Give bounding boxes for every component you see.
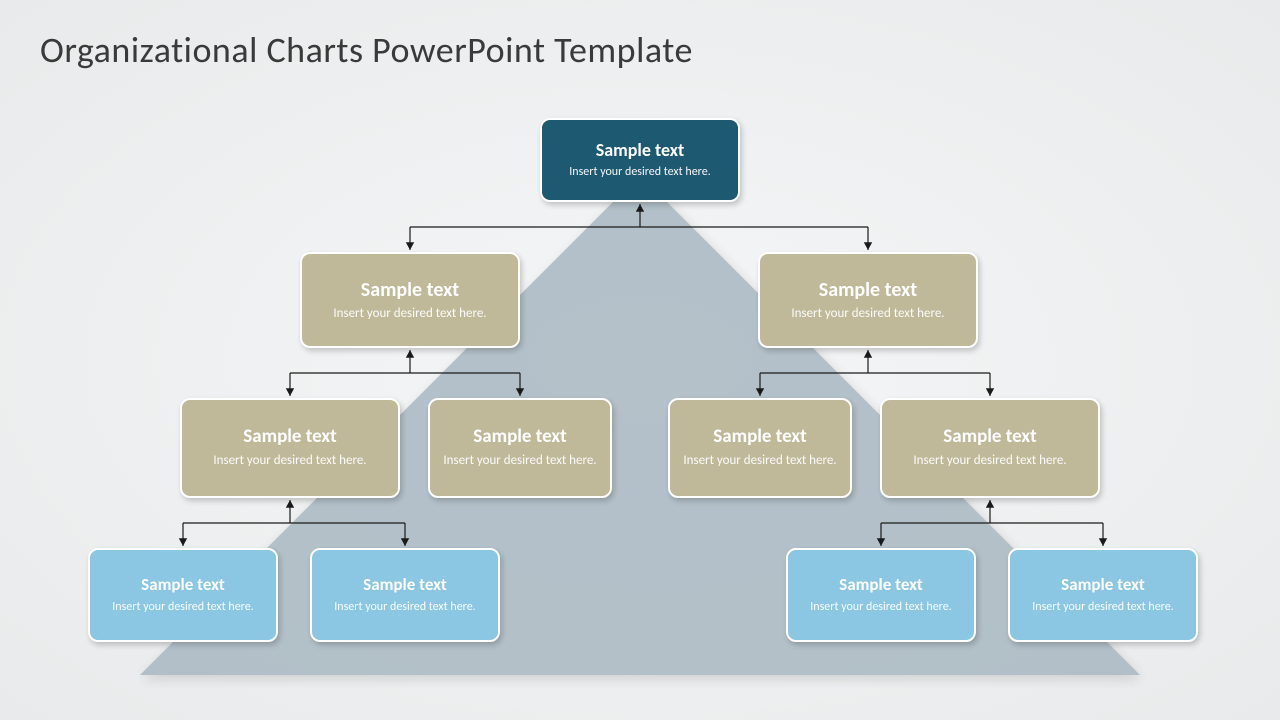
org-node-title: Sample text: [1061, 575, 1145, 595]
org-node-subtitle: Insert your desired text here.: [112, 600, 253, 615]
org-node-n10: Sample text Insert your desired text here…: [1008, 548, 1198, 642]
org-node-title: Sample text: [473, 426, 566, 449]
org-node-subtitle: Insert your desired text here.: [683, 453, 836, 469]
org-node-title: Sample text: [243, 426, 336, 449]
org-node-title: Sample text: [363, 575, 447, 595]
org-node-title: Sample text: [839, 575, 923, 595]
org-node-title: Sample text: [141, 575, 225, 595]
org-node-n9: Sample text Insert your desired text here…: [786, 548, 976, 642]
org-node-title: Sample text: [713, 426, 806, 449]
org-node-subtitle: Insert your desired text here.: [810, 600, 951, 615]
org-node-title: Sample text: [596, 140, 685, 162]
org-node-subtitle: Insert your desired text here.: [213, 453, 366, 469]
org-node-title: Sample text: [819, 278, 917, 302]
org-node-n3: Sample text Insert your desired text here…: [180, 398, 400, 498]
org-node-subtitle: Insert your desired text here.: [1032, 600, 1173, 615]
org-node-n2: Sample text Insert your desired text here…: [758, 252, 978, 348]
org-node-subtitle: Insert your desired text here.: [569, 165, 710, 180]
org-node-n1: Sample text Insert your desired text here…: [300, 252, 520, 348]
org-node-n7: Sample text Insert your desired text here…: [88, 548, 278, 642]
org-node-n5: Sample text Insert your desired text here…: [668, 398, 852, 498]
org-node-subtitle: Insert your desired text here.: [334, 600, 475, 615]
org-node-subtitle: Insert your desired text here.: [443, 453, 596, 469]
org-node-n4: Sample text Insert your desired text here…: [428, 398, 612, 498]
org-node-subtitle: Insert your desired text here.: [333, 306, 486, 322]
org-node-subtitle: Insert your desired text here.: [913, 453, 1066, 469]
org-node-n6: Sample text Insert your desired text here…: [880, 398, 1100, 498]
org-node-n8: Sample text Insert your desired text here…: [310, 548, 500, 642]
org-node-n0: Sample text Insert your desired text here…: [540, 118, 740, 202]
org-node-subtitle: Insert your desired text here.: [791, 306, 944, 322]
org-node-title: Sample text: [943, 426, 1036, 449]
org-node-title: Sample text: [361, 278, 459, 302]
org-chart: Sample text Insert your desired text here…: [0, 0, 1280, 720]
